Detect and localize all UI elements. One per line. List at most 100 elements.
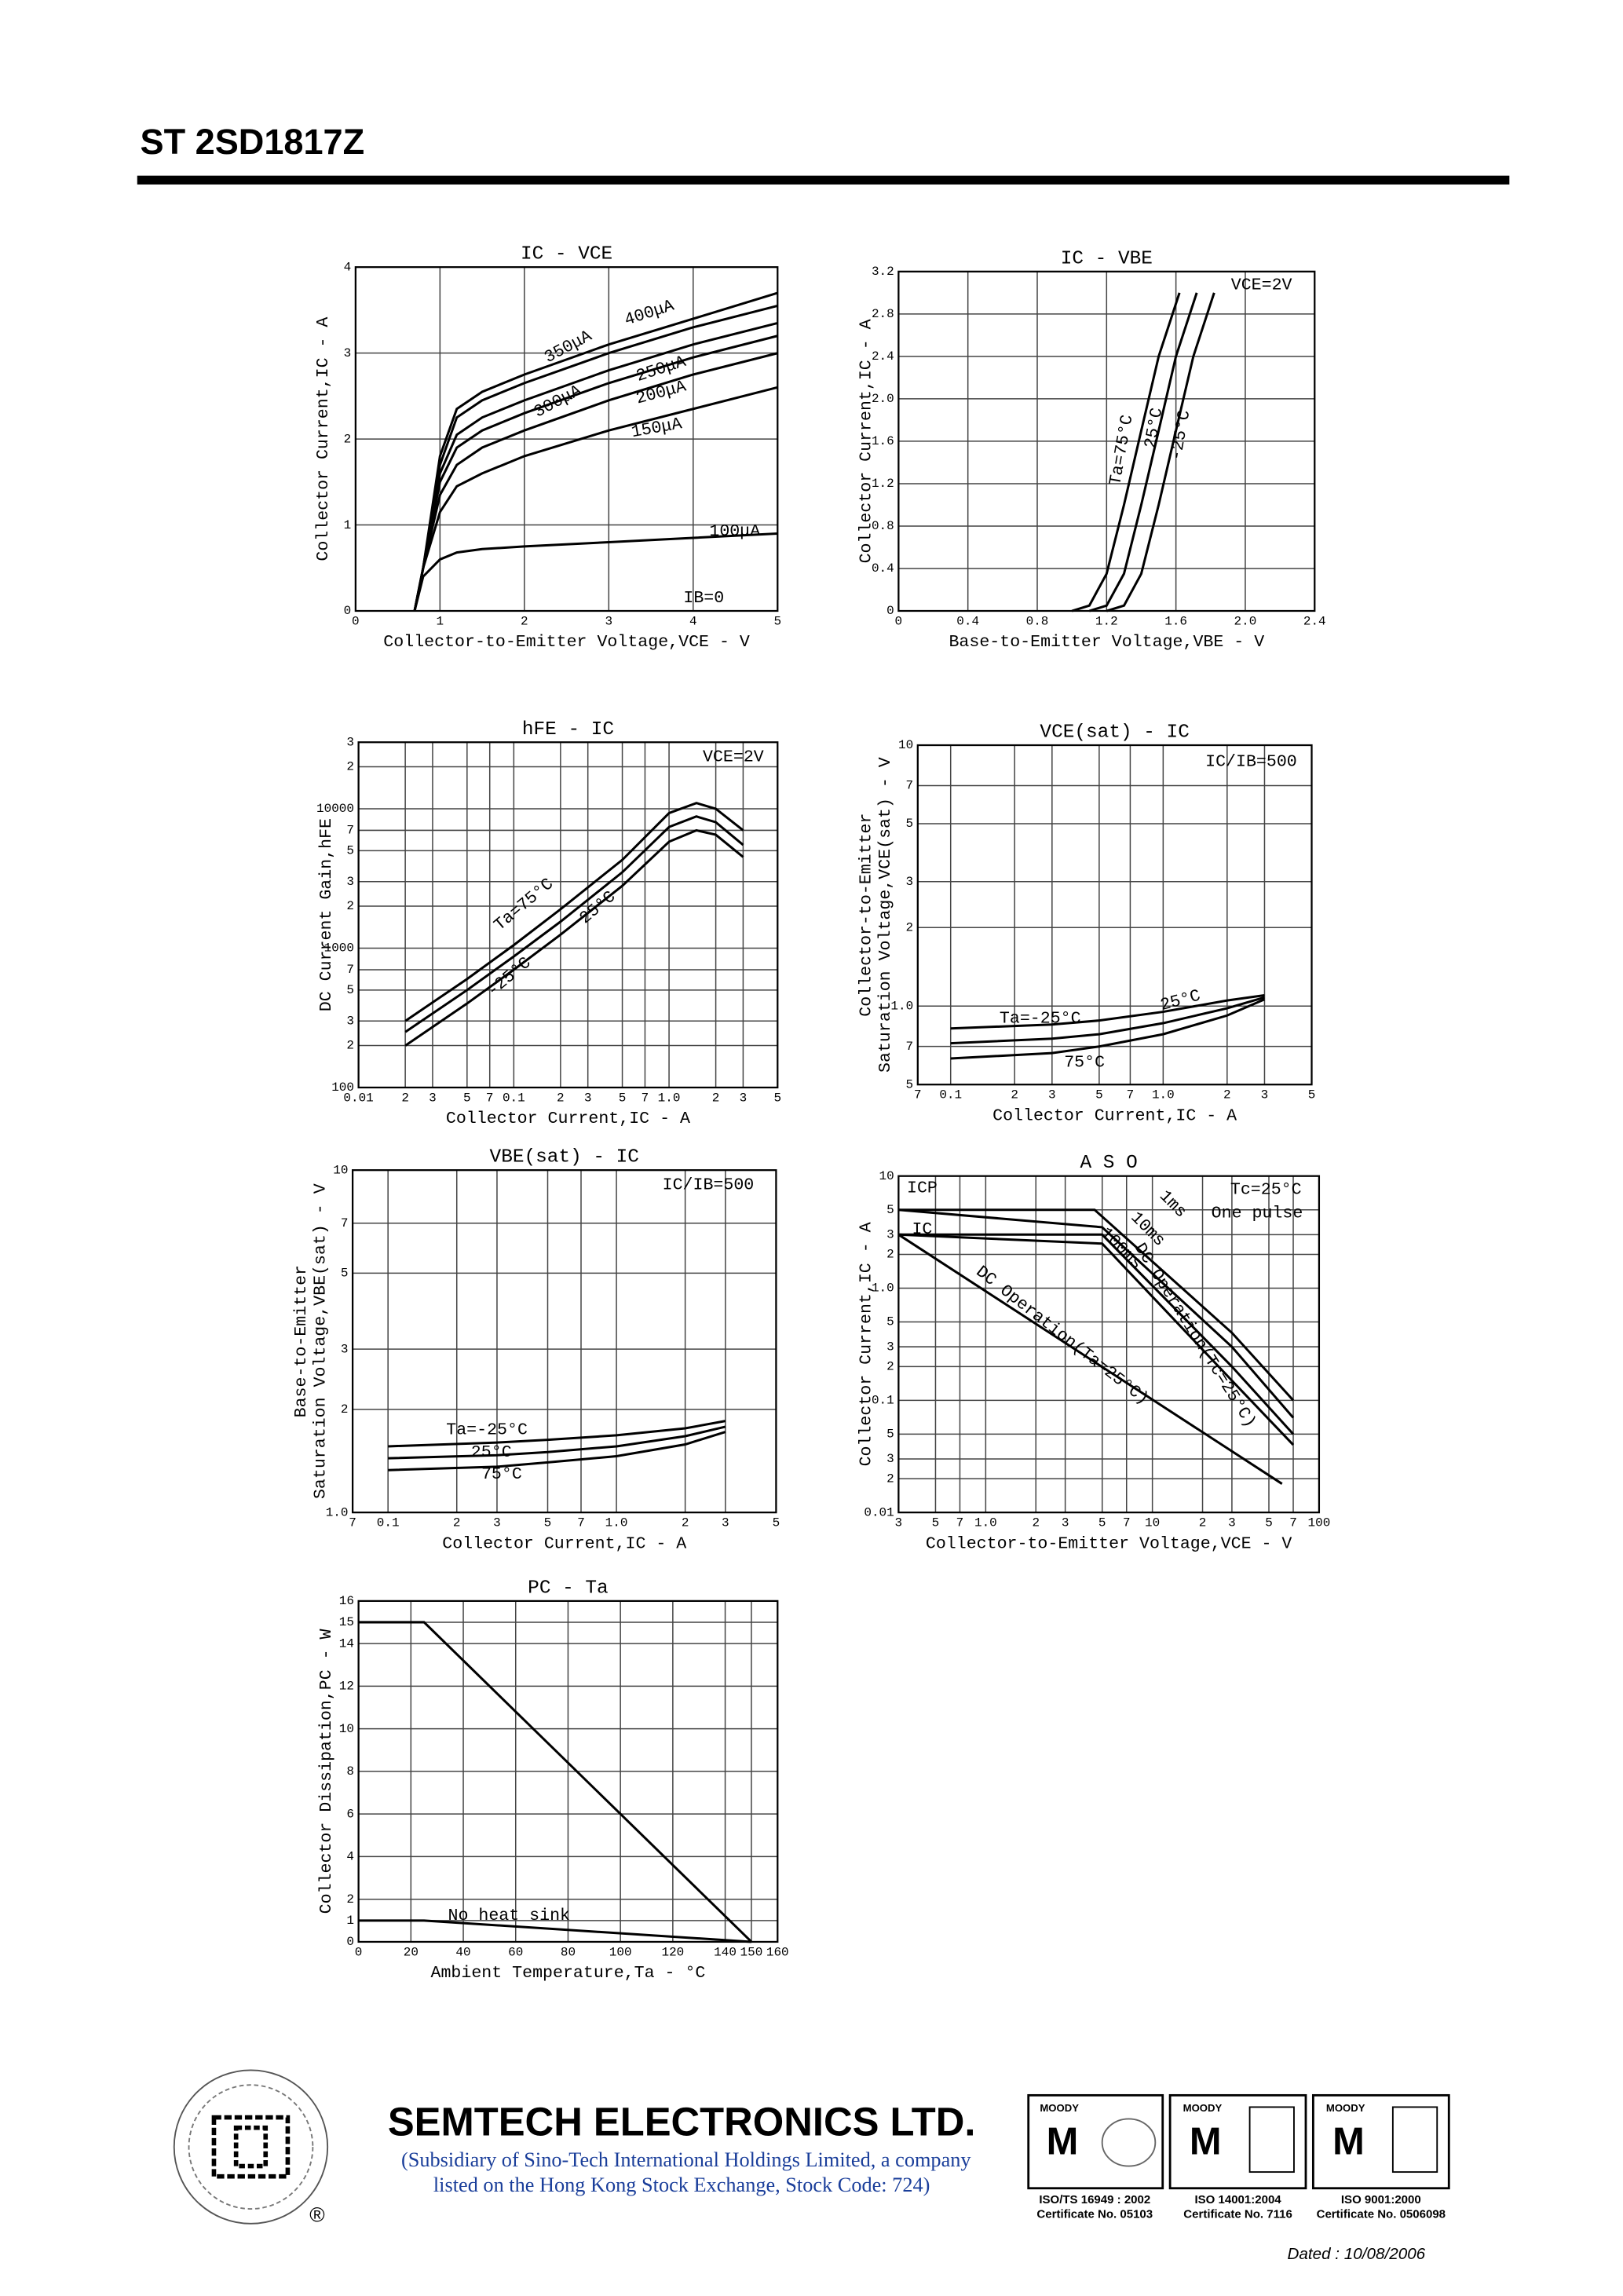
y-tick-label: 8 bbox=[346, 1764, 354, 1779]
cert-0: MOODY M ISO/TS 16949 : 2002 Certificate … bbox=[1027, 2093, 1164, 2221]
cert-brand: MOODY bbox=[1183, 2102, 1223, 2114]
y-tick-label: 2 bbox=[886, 1472, 894, 1486]
curve bbox=[358, 1621, 753, 1943]
header-title: ST 2SD1817Z bbox=[141, 122, 365, 162]
plot-frame bbox=[357, 741, 779, 1089]
y-tick-label: 4 bbox=[346, 1850, 354, 1864]
cert-brand: MOODY bbox=[1326, 2102, 1365, 2114]
y-tick-label: 3.2 bbox=[872, 265, 894, 279]
x-tick-label: 2 bbox=[557, 1091, 565, 1105]
logo bbox=[173, 2069, 329, 2225]
y-tick-label: 10 bbox=[333, 1163, 348, 1177]
x-axis-label: Collector Current,IC - A bbox=[442, 1534, 686, 1553]
annotation: IC/IB=500 bbox=[663, 1176, 755, 1195]
x-tick-label: 2.4 bbox=[1303, 614, 1326, 628]
y-tick-label: 3 bbox=[906, 875, 914, 889]
curve bbox=[897, 1234, 1283, 1485]
x-tick-label: 2 bbox=[1011, 1088, 1018, 1102]
x-tick-label: 5 bbox=[773, 1091, 781, 1105]
y-tick-label: 3 bbox=[346, 875, 354, 889]
y-tick-label: 7 bbox=[346, 963, 354, 977]
cert-number: Certificate No. 7116 bbox=[1183, 2208, 1292, 2221]
cert-logo: M bbox=[1047, 2120, 1079, 2163]
x-axis-label: Collector-to-Emitter Voltage,VCE - V bbox=[926, 1534, 1292, 1553]
y-tick-label: 2 bbox=[346, 1039, 354, 1053]
y-tick-label: 5 bbox=[346, 983, 354, 997]
x-tick-label: 5 bbox=[463, 1091, 471, 1105]
chart-title: hFE - IC bbox=[522, 719, 614, 740]
y-tick-label: 5 bbox=[906, 1077, 914, 1091]
cert-box bbox=[1311, 2093, 1450, 2190]
x-tick-label: 0.8 bbox=[1026, 614, 1049, 628]
cert-standard: ISO 14001:2004 bbox=[1194, 2193, 1281, 2206]
annotation: VCE=2V bbox=[1231, 276, 1292, 294]
x-tick-label: 5 bbox=[544, 1516, 552, 1530]
curve bbox=[388, 1431, 726, 1472]
curve bbox=[404, 815, 744, 1033]
cert-logo: M bbox=[1332, 2120, 1365, 2163]
y-axis-label: Collector Current,IC - A bbox=[857, 319, 876, 563]
y-tick-label: 3 bbox=[346, 1014, 354, 1028]
annotation: One pulse bbox=[1212, 1204, 1303, 1223]
y-tick-label: 5 bbox=[886, 1203, 894, 1217]
x-tick-label: 2 bbox=[682, 1516, 689, 1530]
y-tick-label: 2.0 bbox=[872, 392, 894, 406]
cert-seal bbox=[1391, 2106, 1438, 2174]
logo-ring bbox=[188, 2084, 314, 2210]
x-tick-label: 1.0 bbox=[658, 1091, 681, 1105]
cert-box bbox=[1168, 2093, 1307, 2190]
y-tick-label: 7 bbox=[346, 824, 354, 838]
annotation: VCE=2V bbox=[703, 748, 764, 767]
x-tick-label: 7 bbox=[1127, 1088, 1135, 1102]
x-axis-label: Ambient Temperature,Ta - °C bbox=[431, 1964, 706, 1983]
x-tick-label: 7 bbox=[486, 1091, 494, 1105]
x-tick-label: 2 bbox=[401, 1091, 409, 1105]
plot-frame bbox=[357, 1600, 779, 1943]
cert-number: Certificate No. 0506098 bbox=[1317, 2208, 1446, 2221]
y-tick-label: 1.2 bbox=[872, 477, 894, 491]
y-tick-label: 7 bbox=[341, 1216, 349, 1230]
annotation: IC bbox=[912, 1220, 932, 1239]
x-tick-label: 5 bbox=[1308, 1088, 1316, 1102]
x-tick-label: 2 bbox=[1223, 1088, 1231, 1102]
y-tick-label: 4 bbox=[344, 260, 352, 274]
y-tick-label: 10 bbox=[898, 738, 913, 752]
x-tick-label: 0 bbox=[895, 614, 903, 628]
x-tick-label: 5 bbox=[1098, 1516, 1106, 1530]
x-axis-label: Collector Current,IC - A bbox=[992, 1106, 1237, 1125]
x-tick-label: 100 bbox=[1308, 1516, 1331, 1530]
y-tick-label: 1.0 bbox=[890, 999, 913, 1013]
company-name: SEMTECH ELECTRONICS LTD. bbox=[388, 2099, 976, 2144]
curve bbox=[950, 994, 1265, 1030]
header-rule bbox=[137, 175, 1510, 185]
cert-1: MOODY M ISO 14001:2004 Certificate No. 7… bbox=[1168, 2093, 1307, 2221]
curve-label: 75°C bbox=[481, 1465, 522, 1484]
y-tick-label: 2 bbox=[346, 760, 354, 774]
x-tick-label: 0.4 bbox=[956, 614, 979, 628]
x-tick-label: 2 bbox=[712, 1091, 720, 1105]
curve-label: Ta=-25°C bbox=[446, 1421, 528, 1440]
chart: PC - Ta0 20 40 60 80 100 120 140 150 160012468101… bbox=[317, 1578, 789, 1983]
x-tick-label: 3 bbox=[895, 1516, 903, 1530]
x-tick-label: 0 bbox=[355, 1945, 363, 1959]
y-tick-label: 1.6 bbox=[872, 434, 894, 448]
x-tick-label: 7 bbox=[914, 1088, 922, 1102]
y-tick-label: 2.4 bbox=[872, 349, 894, 364]
y-tick-label: 16 bbox=[339, 1594, 354, 1608]
x-tick-label: 1.0 bbox=[974, 1516, 997, 1530]
y-tick-label: 10000 bbox=[316, 802, 354, 816]
chart-title: A S O bbox=[1080, 1153, 1138, 1174]
y-tick-label: 2.8 bbox=[872, 307, 894, 321]
cert-seal bbox=[1101, 2118, 1157, 2167]
x-tick-label: 60 bbox=[508, 1945, 523, 1959]
x-tick-label: 0.1 bbox=[377, 1516, 400, 1530]
x-tick-label: 160 bbox=[766, 1945, 789, 1959]
curve bbox=[1071, 292, 1181, 612]
x-axis-label: Base-to-Emitter Voltage,VBE - V bbox=[949, 633, 1264, 652]
y-axis-label: Collector Current,IC - A bbox=[857, 1222, 876, 1466]
y-tick-label: 1.0 bbox=[326, 1505, 349, 1519]
cert-standard: ISO 9001:2000 bbox=[1341, 2193, 1421, 2206]
x-tick-label: 5 bbox=[773, 614, 781, 628]
x-tick-label: 40 bbox=[455, 1945, 470, 1959]
